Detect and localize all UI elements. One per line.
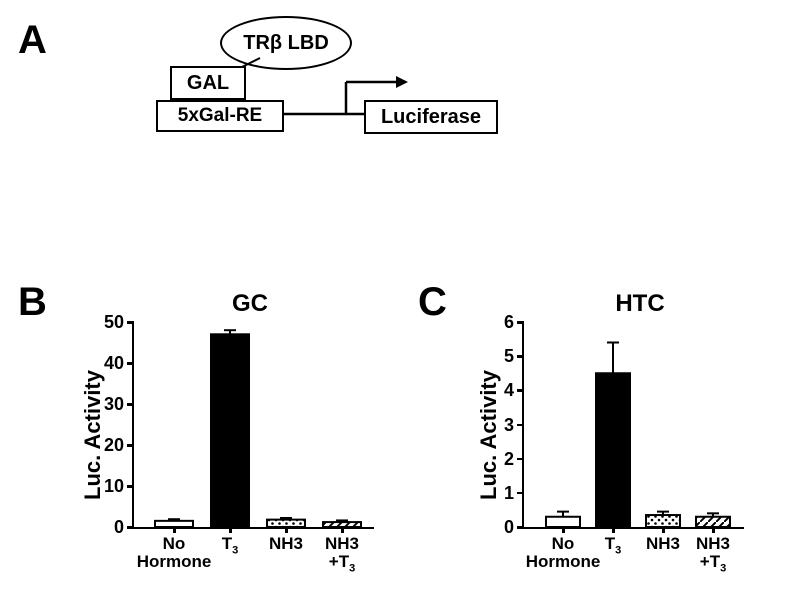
bar — [546, 517, 580, 527]
y-tick-label: 20 — [90, 435, 124, 456]
y-tick-label: 10 — [90, 476, 124, 497]
x-category-label: NH3+T3 — [673, 535, 753, 575]
chart-b-title: GC — [200, 290, 300, 318]
y-tick — [517, 458, 524, 461]
x-category-label: NH3+T3 — [302, 535, 382, 575]
chart-c-plot: 0123456NoHormoneT3NH3NH3+T3 — [522, 322, 744, 529]
x-tick — [612, 527, 615, 533]
y-tick-label: 2 — [480, 449, 514, 470]
box-luciferase: Luciferase — [364, 100, 498, 134]
bar — [211, 334, 249, 527]
chart-gc: GC Luc. Activity 01020304050NoHormoneT3N… — [70, 290, 400, 590]
x-tick — [285, 527, 288, 533]
y-tick-label: 5 — [480, 346, 514, 367]
diagram-panel-a: TRβ LBD GAL 5xGal-RE Luciferase — [120, 10, 520, 180]
y-tick — [517, 355, 524, 358]
x-tick — [712, 527, 715, 533]
chart-b-plot: 01020304050NoHormoneT3NH3NH3+T3 — [132, 322, 374, 529]
y-tick-label: 0 — [90, 517, 124, 538]
y-tick-label: 4 — [480, 380, 514, 401]
bar — [596, 373, 630, 527]
y-tick-label: 3 — [480, 415, 514, 436]
y-tick-label: 6 — [480, 312, 514, 333]
x-tick — [341, 527, 344, 533]
chart-htc: HTC Luc. Activity 0123456NoHormoneT3NH3N… — [470, 290, 790, 590]
y-tick-label: 50 — [90, 312, 124, 333]
y-tick — [127, 321, 134, 324]
y-tick — [127, 526, 134, 529]
y-tick-label: 30 — [90, 394, 124, 415]
y-tick — [127, 444, 134, 447]
diagram-lines — [120, 10, 520, 180]
bar — [646, 515, 680, 527]
bars-svg — [524, 322, 744, 529]
chart-c-title: HTC — [590, 290, 690, 318]
y-tick — [127, 362, 134, 365]
y-tick-label: 40 — [90, 353, 124, 374]
bar — [696, 517, 730, 527]
panel-label-c: C — [418, 280, 447, 325]
y-tick — [517, 389, 524, 392]
x-tick — [229, 527, 232, 533]
x-tick — [562, 527, 565, 533]
y-tick — [517, 321, 524, 324]
y-tick — [517, 424, 524, 427]
y-tick — [517, 526, 524, 529]
bars-svg — [134, 322, 374, 529]
x-tick — [662, 527, 665, 533]
panel-label-a: A — [18, 18, 47, 63]
panel-label-b: B — [18, 280, 47, 325]
y-tick — [517, 492, 524, 495]
y-tick — [127, 485, 134, 488]
box-5xgal-re: 5xGal-RE — [156, 100, 284, 132]
y-tick-label: 0 — [480, 517, 514, 538]
bar — [267, 520, 305, 527]
y-tick — [127, 403, 134, 406]
y-tick-label: 1 — [480, 483, 514, 504]
x-tick — [173, 527, 176, 533]
